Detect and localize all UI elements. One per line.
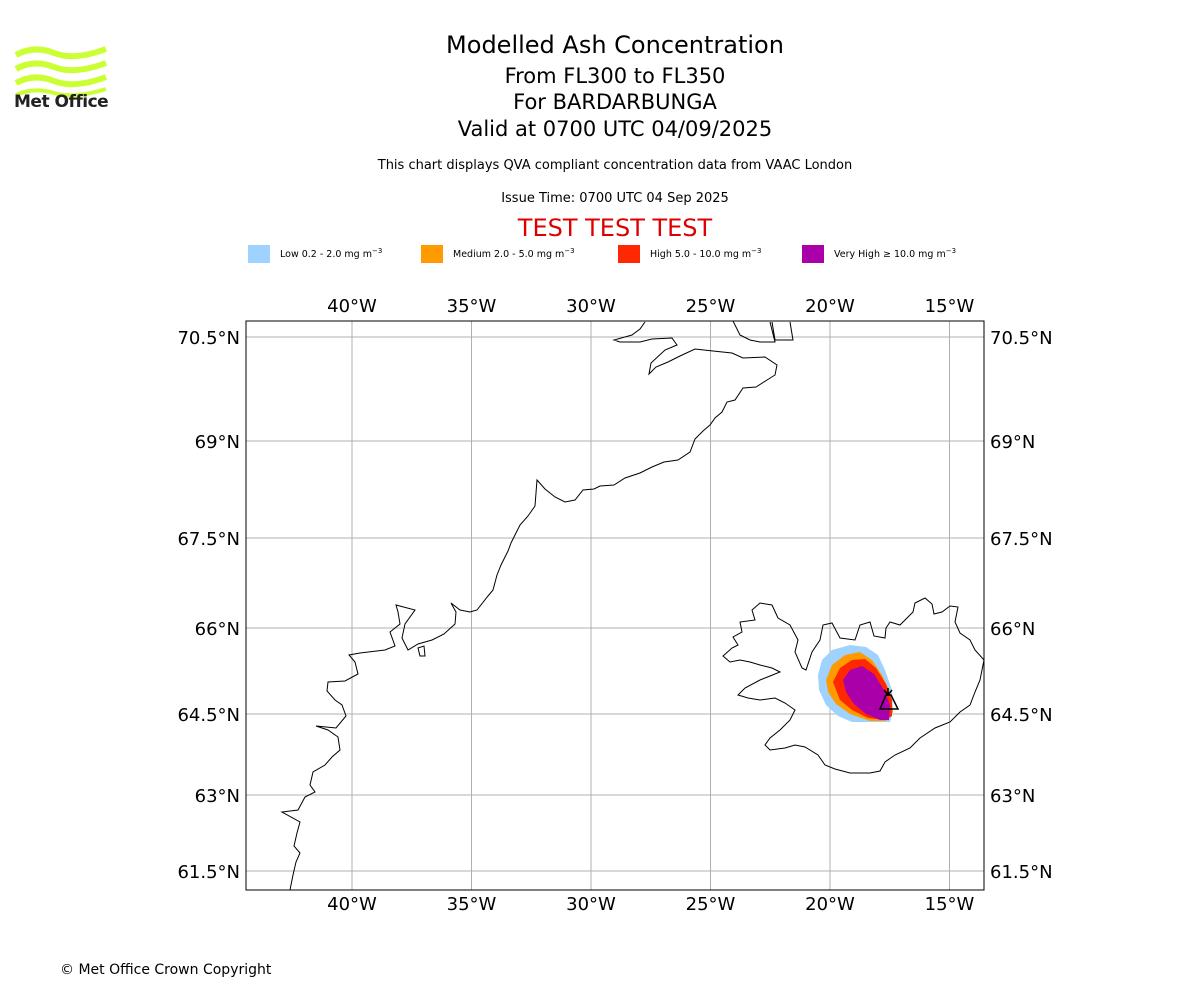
test-banner: TEST TEST TEST	[517, 214, 713, 242]
lat-tick-label-left: 66°N	[195, 619, 240, 640]
legend-unit-exponent: −3	[945, 247, 957, 256]
lon-tick-label-top: 35°W	[447, 296, 497, 317]
lon-tick-label-top: 20°W	[805, 296, 855, 317]
chart-description: This chart displays QVA compliant concen…	[377, 158, 853, 173]
coastal-island	[417, 645, 426, 657]
lat-tick-label-left: 64.5°N	[177, 705, 240, 726]
lon-tick-label-top: 30°W	[566, 296, 616, 317]
valid-time: Valid at 0700 UTC 04/09/2025	[457, 117, 773, 141]
legend-unit-exponent: −3	[564, 247, 575, 256]
volcano-marker-icon	[878, 688, 900, 710]
met-office-logo	[14, 46, 108, 98]
lon-tick-label-bottom: 15°W	[925, 894, 975, 915]
legend-swatch-low	[248, 245, 270, 263]
axis-tick-labels: 40°W 40°W 35°W 35°W 30°W 30°W 25°W 25°W 20°W 20°W…	[177, 296, 1052, 915]
lat-tick-label-right: 70.5°N	[990, 328, 1053, 349]
legend-label-low: Low 0.2 - 2.0 mg m	[280, 249, 372, 261]
legend-item-medium: Medium 2.0 - 5.0 mg m−3	[421, 244, 575, 264]
iceland-coastline	[722, 597, 984, 774]
legend-item-very-high: Very High ≥ 10.0 mg m−3	[802, 244, 956, 264]
legend-unit-exponent: −3	[372, 247, 383, 256]
lon-tick-label-bottom: 20°W	[805, 894, 855, 915]
flight-level-range: From FL300 to FL350	[504, 64, 726, 88]
legend-swatch-medium	[421, 245, 443, 263]
legend-item-high: High 5.0 - 10.0 mg m−3	[618, 244, 762, 264]
met-office-logo-text: Met Office	[14, 92, 109, 112]
volcano-name: For BARDARBUNGA	[513, 90, 717, 114]
lat-tick-label-left: 70.5°N	[177, 328, 240, 349]
lat-tick-label-right: 64.5°N	[990, 705, 1053, 726]
greenland-coastline-north	[732, 321, 794, 343]
legend-swatch-very-high	[802, 245, 824, 263]
lat-tick-label-left: 63°N	[195, 786, 240, 807]
chart-title: Modelled Ash Concentration	[446, 31, 784, 59]
legend-swatch-high	[618, 245, 640, 263]
legend-label-medium: Medium 2.0 - 5.0 mg m	[453, 249, 565, 261]
greenland-coastline	[280, 321, 778, 890]
gridlines	[246, 321, 984, 890]
legend-label-high: High 5.0 - 10.0 mg m	[650, 249, 752, 261]
legend-label-very-high: Very High ≥ 10.0 mg m	[834, 249, 946, 261]
lon-tick-label-top: 25°W	[686, 296, 736, 317]
lon-tick-label-bottom: 40°W	[327, 894, 377, 915]
legend-unit-exponent: −3	[751, 247, 762, 256]
map-frame	[245, 320, 985, 891]
lat-tick-label-right: 61.5°N	[990, 862, 1053, 883]
lon-tick-label-bottom: 30°W	[566, 894, 616, 915]
lat-tick-label-left: 67.5°N	[177, 529, 240, 550]
lat-tick-label-right: 69°N	[990, 432, 1035, 453]
legend-item-low: Low 0.2 - 2.0 mg m−3	[248, 244, 382, 264]
lat-tick-label-left: 69°N	[195, 432, 240, 453]
lat-tick-label-right: 67.5°N	[990, 529, 1053, 550]
issue-time: Issue Time: 0700 UTC 04 Sep 2025	[501, 191, 729, 206]
lon-tick-label-top: 15°W	[925, 296, 975, 317]
lon-tick-label-top: 40°W	[327, 296, 377, 317]
lat-tick-label-right: 66°N	[990, 619, 1035, 640]
lat-tick-label-left: 61.5°N	[177, 862, 240, 883]
lat-tick-label-right: 63°N	[990, 786, 1035, 807]
lon-tick-label-bottom: 25°W	[686, 894, 736, 915]
copyright-notice: © Met Office Crown Copyright	[60, 962, 272, 978]
ash-very-high	[843, 666, 890, 720]
lon-tick-label-bottom: 35°W	[447, 894, 497, 915]
